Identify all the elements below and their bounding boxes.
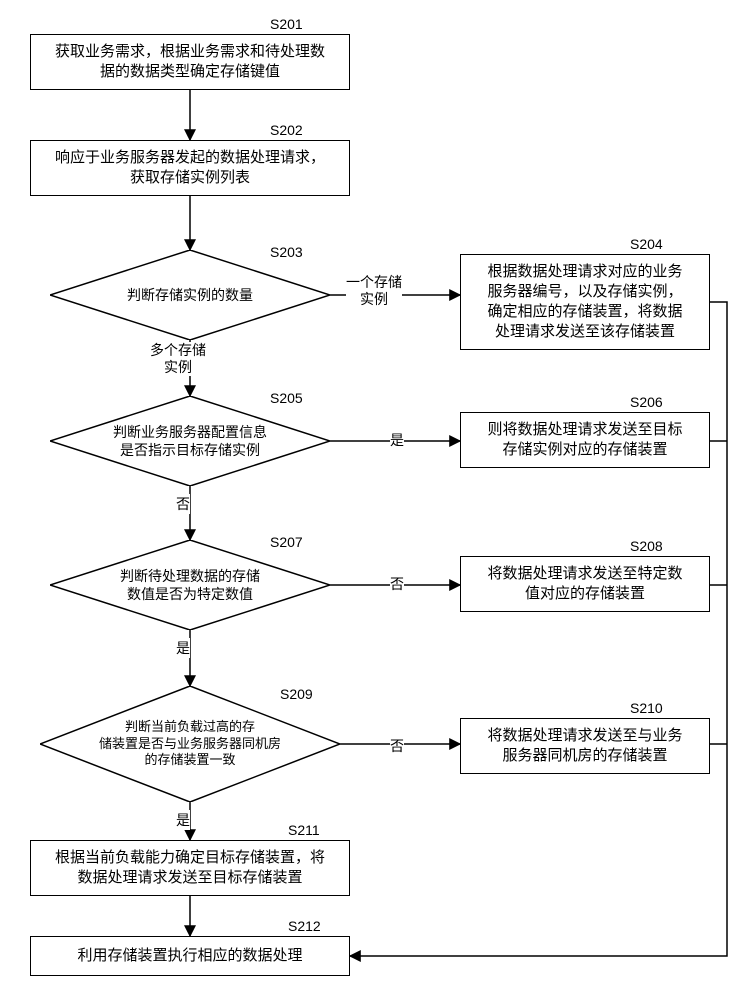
node-s210: 将数据处理请求发送至与业务服务器同机房的存储装置 [460, 718, 710, 774]
edge-label: 多个存储实例 [150, 342, 206, 376]
node-s203: 判断存储实例的数量 [50, 250, 330, 340]
node-s201: 获取业务需求，根据业务需求和待处理数据的数据类型确定存储键值 [30, 34, 350, 90]
node-s211: 根据当前负载能力确定目标存储装置，将数据处理请求发送至目标存储装置 [30, 840, 350, 896]
step-label: S207 [270, 534, 303, 550]
node-s208: 将数据处理请求发送至特定数值对应的存储装置 [460, 556, 710, 612]
step-label: S201 [270, 16, 303, 32]
node-text: 获取业务需求，根据业务需求和待处理数据的数据类型确定存储键值 [55, 42, 325, 83]
edge-label: 否 [390, 736, 404, 756]
node-text: 将数据处理请求发送至特定数值对应的存储装置 [487, 564, 682, 605]
node-s207: 判断待处理数据的存储数值是否为特定数值 [50, 540, 330, 630]
node-text: 判断当前负载过高的存储装置是否与业务服务器同机房的存储装置一致 [71, 719, 309, 770]
step-label: S206 [630, 394, 663, 410]
step-label: S202 [270, 122, 303, 138]
node-s204: 根据数据处理请求对应的业务服务器编号，以及存储实例，确定相应的存储装置，将数据处… [460, 254, 710, 350]
step-label: S205 [270, 390, 303, 406]
edge-label: 一个存储实例 [346, 274, 402, 308]
node-s209: 判断当前负载过高的存储装置是否与业务服务器同机房的存储装置一致 [40, 686, 340, 802]
node-text: 判断业务服务器配置信息是否指示目标存储实例 [85, 423, 295, 459]
node-s202: 响应于业务服务器发起的数据处理请求，获取存储实例列表 [30, 140, 350, 196]
step-label: S210 [630, 700, 663, 716]
step-label: S211 [288, 822, 320, 838]
edge-label: 是 [176, 810, 190, 830]
node-s205: 判断业务服务器配置信息是否指示目标存储实例 [50, 396, 330, 486]
step-label: S203 [270, 244, 303, 260]
node-text: 判断存储实例的数量 [99, 286, 281, 304]
node-text: 判断待处理数据的存储数值是否为特定数值 [92, 567, 288, 603]
step-label: S208 [630, 538, 663, 554]
flowchart-canvas: 获取业务需求，根据业务需求和待处理数据的数据类型确定存储键值 响应于业务服务器发… [0, 0, 743, 1000]
edge-label: 否 [390, 574, 404, 594]
step-label: S209 [280, 686, 313, 702]
edge-label: 是 [390, 430, 404, 450]
edge-label: 是 [176, 638, 190, 658]
node-text: 根据数据处理请求对应的业务服务器编号，以及存储实例，确定相应的存储装置，将数据处… [487, 262, 682, 343]
node-text: 响应于业务服务器发起的数据处理请求，获取存储实例列表 [55, 148, 325, 189]
node-s212: 利用存储装置执行相应的数据处理 [30, 936, 350, 976]
node-text: 将数据处理请求发送至与业务服务器同机房的存储装置 [487, 726, 682, 767]
step-label: S212 [288, 918, 321, 934]
node-text: 根据当前负载能力确定目标存储装置，将数据处理请求发送至目标存储装置 [55, 848, 325, 889]
node-text: 利用存储装置执行相应的数据处理 [77, 946, 302, 966]
node-s206: 则将数据处理请求发送至目标存储实例对应的存储装置 [460, 412, 710, 468]
step-label: S204 [630, 236, 663, 252]
node-text: 则将数据处理请求发送至目标存储实例对应的存储装置 [487, 420, 682, 461]
edge-label: 否 [176, 494, 190, 514]
